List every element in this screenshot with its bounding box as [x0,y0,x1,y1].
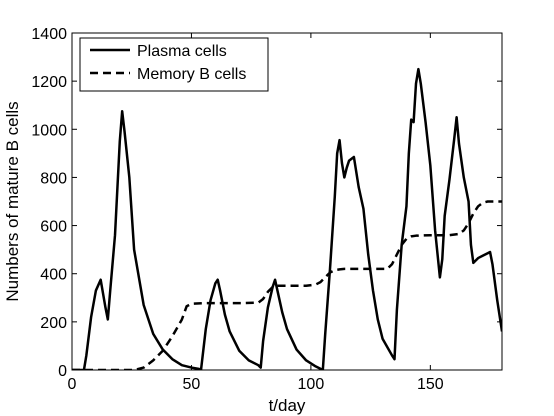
legend-label-plasma-cells: Plasma cells [137,43,227,60]
legend-label-memory-b-cells: Memory B cells [137,66,246,83]
y-tick-label: 1200 [31,74,67,91]
y-tick-label: 1000 [31,122,67,139]
x-tick-label: 50 [183,376,201,393]
tick-layer: 0 50 100 150 0 200 400 600 800 1000 1200 1400 [31,26,502,393]
legend: Plasma cells Memory B cells [79,37,269,92]
y-tick-label: 600 [40,219,67,236]
plot-area-frame [71,32,503,371]
legend-box [79,37,269,92]
y-tick-label: 1400 [31,26,67,43]
y-axis-label: Numbers of mature B cells [3,101,22,301]
y-tick-label: 0 [58,363,67,380]
x-axis-label: t/day [269,396,306,415]
series-line-plasma-cells [72,67,502,370]
x-tick-label: 0 [68,376,77,393]
x-tick-label: 100 [298,376,325,393]
y-tick-label: 400 [40,267,67,284]
y-tick-label: 800 [40,170,67,187]
x-tick-label: 150 [417,376,444,393]
y-tick-label: 200 [40,315,67,332]
data-layer [72,67,502,370]
series-line-memory-b-cells [72,200,502,370]
